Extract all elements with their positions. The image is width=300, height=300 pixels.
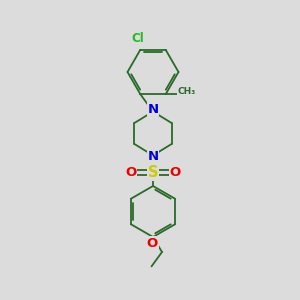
Text: O: O	[147, 237, 158, 250]
Text: O: O	[125, 166, 136, 179]
Text: Cl: Cl	[131, 32, 144, 45]
Text: N: N	[147, 150, 159, 164]
Text: S: S	[148, 165, 158, 180]
Text: CH₃: CH₃	[178, 87, 196, 96]
Text: N: N	[147, 103, 159, 116]
Text: O: O	[169, 166, 181, 179]
